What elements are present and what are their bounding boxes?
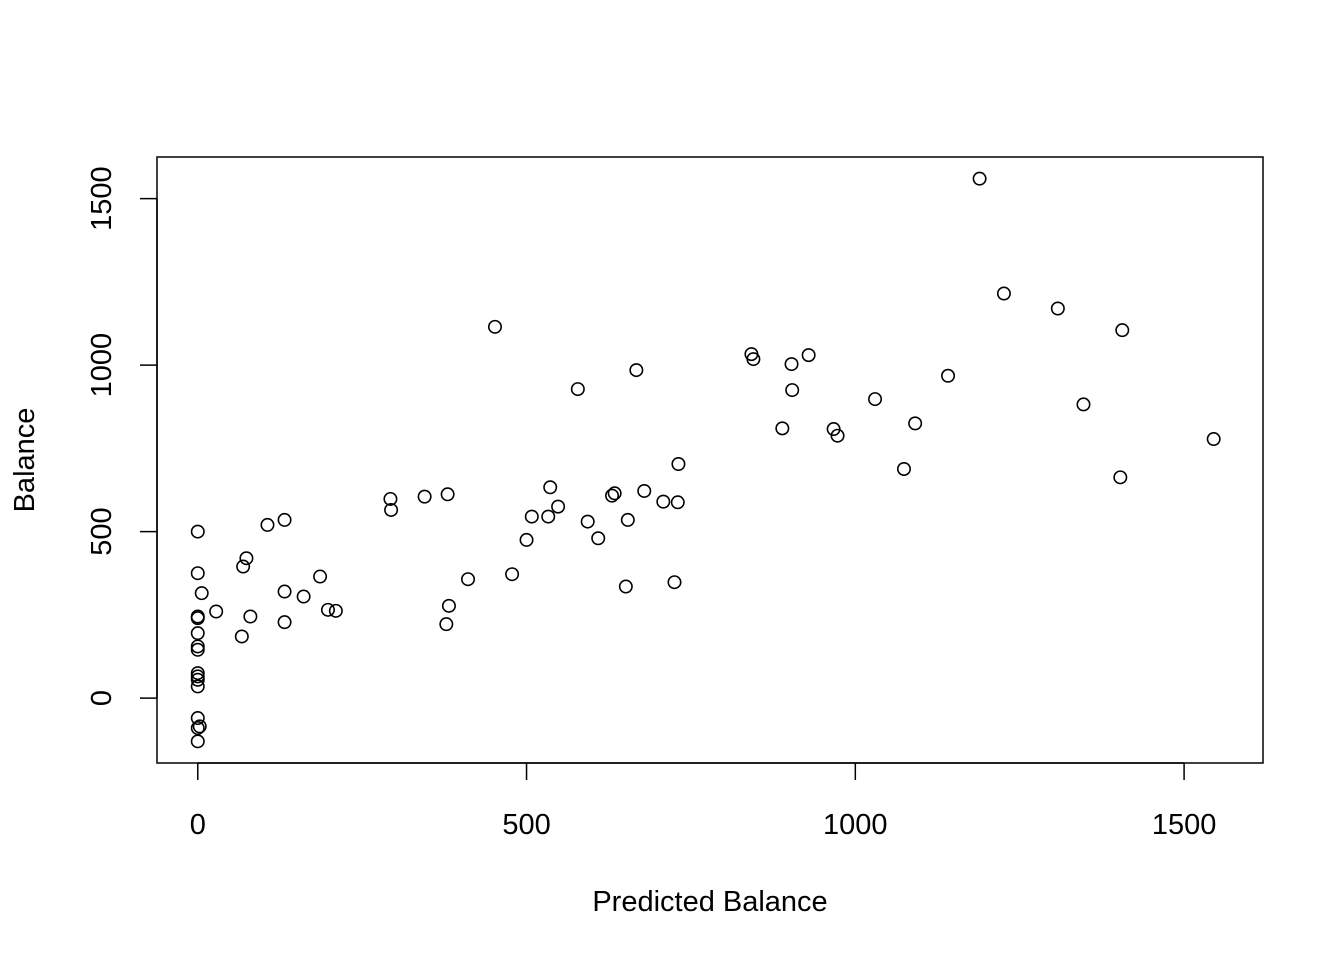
- x-axis-label: Predicted Balance: [592, 886, 827, 918]
- data-point: [190, 711, 205, 726]
- data-point: [591, 531, 606, 546]
- data-point: [190, 639, 205, 654]
- data-point: [541, 509, 556, 524]
- data-point: [296, 589, 311, 604]
- data-point: [505, 567, 520, 582]
- y-axis-label: Balance: [9, 408, 41, 513]
- data-point: [236, 559, 251, 574]
- data-point: [190, 524, 205, 539]
- data-point: [656, 494, 671, 509]
- data-point: [239, 551, 254, 566]
- y-tick-label: 0: [86, 690, 118, 706]
- data-point: [441, 598, 456, 613]
- data-point: [234, 629, 249, 644]
- data-point: [277, 615, 292, 630]
- data-point: [524, 509, 539, 524]
- data-point: [607, 486, 622, 501]
- data-point: [785, 383, 800, 398]
- data-point: [384, 502, 399, 517]
- data-point: [637, 483, 652, 498]
- x-tick-label: 500: [502, 809, 550, 841]
- data-point: [439, 617, 454, 632]
- data-point: [190, 679, 205, 694]
- data-point: [580, 514, 595, 529]
- x-tick-label: 0: [190, 809, 206, 841]
- points-layer: [190, 171, 1221, 749]
- data-point: [941, 368, 956, 383]
- data-point: [190, 566, 205, 581]
- data-point: [190, 666, 205, 681]
- data-point: [194, 586, 209, 601]
- data-point: [667, 575, 682, 590]
- x-tick-label: 1000: [823, 809, 888, 841]
- data-point: [190, 672, 205, 687]
- data-point: [1115, 323, 1130, 338]
- data-point: [830, 428, 845, 443]
- data-point: [746, 352, 761, 367]
- data-point: [620, 512, 635, 527]
- data-point: [972, 171, 987, 186]
- data-point: [908, 416, 923, 431]
- data-point: [209, 604, 224, 619]
- data-point: [826, 422, 841, 437]
- data-point: [190, 721, 205, 736]
- data-point: [277, 584, 292, 599]
- data-point: [618, 579, 633, 594]
- data-point: [277, 512, 292, 527]
- x-tick-label: 1500: [1152, 809, 1217, 841]
- data-point: [605, 488, 620, 503]
- y-tick-label: 1500: [86, 166, 118, 231]
- y-tick-label: 500: [86, 507, 118, 555]
- data-point: [868, 392, 883, 407]
- data-point: [190, 626, 205, 641]
- data-point: [1076, 397, 1091, 412]
- data-point: [417, 489, 432, 504]
- data-point: [440, 487, 455, 502]
- data-point: [328, 603, 343, 618]
- data-point: [190, 669, 205, 684]
- data-point: [192, 719, 207, 734]
- data-point: [190, 611, 205, 626]
- axes-layer: 0 500 1000 1500 0 500 1000 1500: [86, 166, 1216, 841]
- data-point: [551, 499, 566, 514]
- data-point: [313, 569, 328, 584]
- data-point: [570, 382, 585, 397]
- data-point: [190, 642, 205, 657]
- data-point: [896, 461, 911, 476]
- data-point: [801, 348, 816, 363]
- data-point: [1050, 301, 1065, 316]
- data-point: [775, 421, 790, 436]
- data-point: [784, 357, 799, 372]
- data-point: [1113, 470, 1128, 485]
- data-point: [543, 480, 558, 495]
- data-point: [190, 734, 205, 749]
- data-point: [629, 363, 644, 378]
- y-tick-label: 1000: [86, 333, 118, 398]
- data-point: [461, 572, 476, 587]
- data-point: [1206, 432, 1221, 447]
- data-point: [243, 609, 258, 624]
- data-point: [519, 532, 534, 547]
- data-point: [671, 456, 686, 471]
- data-point: [670, 495, 685, 510]
- data-point: [996, 286, 1011, 301]
- data-point: [383, 491, 398, 506]
- data-point: [487, 319, 502, 334]
- data-point: [260, 517, 275, 532]
- data-point: [320, 602, 335, 617]
